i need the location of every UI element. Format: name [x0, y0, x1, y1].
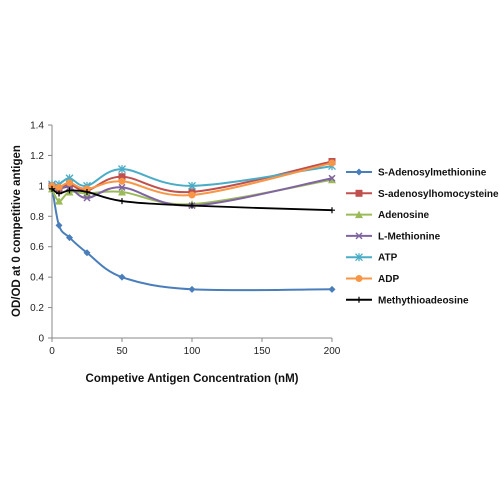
data-point: [66, 187, 73, 194]
data-point: [55, 197, 63, 205]
legend-item: ATP: [346, 253, 398, 264]
series-6: [48, 159, 336, 199]
legend-label: Adenosine: [378, 210, 430, 221]
y-tick-label: 0.6: [30, 242, 44, 253]
series-layer: [48, 158, 336, 293]
legend-swatch-marker: [355, 210, 363, 219]
y-ticks: 0 0.2 0.4 0.6 0.8 1 1.2 1.4: [30, 121, 52, 345]
data-point: [83, 249, 91, 257]
data-point: [66, 179, 73, 187]
data-point: [118, 173, 126, 181]
y-tick-label: 0.8: [30, 212, 44, 223]
data-point: [56, 190, 62, 197]
data-point: [55, 183, 63, 191]
data-point: [188, 285, 196, 293]
legend-label: L-Methionine: [378, 231, 441, 242]
data-point: [55, 221, 63, 229]
data-point: [83, 194, 91, 202]
data-point: [118, 187, 126, 196]
x-axis-title: Competive Antigen Concentration (nM): [86, 373, 299, 385]
y-axis-title: OD/OD at 0 competitive antigen: [11, 145, 23, 317]
data-point: [188, 191, 196, 199]
legend: S-Adenosylmethionine S-adenosylhomocystei…: [346, 168, 499, 306]
y-tick-label: 1: [38, 181, 44, 192]
legend-label: S-Adenosylmethionine: [378, 168, 487, 179]
data-point: [118, 183, 126, 191]
legend-item: Methythioadeosine: [346, 295, 469, 306]
series-5: [48, 162, 336, 190]
legend-label: ATP: [378, 253, 398, 264]
x-tick-label: 200: [324, 346, 341, 357]
x-tick-label: 150: [254, 346, 271, 357]
data-point: [118, 177, 126, 185]
data-point: [119, 198, 125, 205]
y-tick-label: 0: [38, 334, 44, 345]
legend-swatch-marker: [356, 296, 362, 303]
legend-swatch-marker: [355, 232, 363, 240]
x-ticks: 0 50 100 150 200: [49, 338, 341, 357]
x-tick-label: 50: [116, 346, 128, 357]
y-tick-label: 0.2: [30, 303, 44, 314]
data-point: [328, 159, 336, 167]
legend-swatch-marker: [355, 168, 363, 176]
legend-item: S-Adenosylmethionine: [346, 168, 487, 179]
legend-item: L-Methionine: [346, 231, 441, 242]
legend-label: S-adenosylhomocysteine: [378, 189, 499, 200]
axes: [51, 125, 332, 339]
data-point: [48, 182, 56, 190]
legend-swatch-marker: [355, 275, 363, 282]
y-tick-label: 0.4: [30, 273, 44, 284]
data-point: [189, 202, 195, 209]
data-point: [328, 174, 336, 182]
data-point: [83, 185, 91, 193]
data-point: [188, 181, 196, 190]
data-point: [329, 207, 335, 214]
series-7: [49, 185, 335, 214]
data-point: [118, 273, 126, 281]
data-point: [66, 234, 73, 242]
data-point: [328, 285, 336, 293]
data-point: [49, 185, 55, 192]
data-point: [328, 175, 336, 184]
series-1: [48, 182, 336, 293]
legend-item: Adenosine: [346, 210, 430, 221]
data-point: [118, 165, 126, 174]
y-tick-label: 1.2: [30, 151, 44, 162]
legend-swatch-marker: [355, 253, 363, 262]
data-point: [84, 188, 90, 195]
legend-label: ADP: [378, 274, 399, 285]
legend-label: Methythioadeosine: [378, 295, 469, 306]
x-tick-label: 100: [184, 346, 201, 357]
legend-item: S-adenosylhomocysteine: [346, 189, 499, 200]
x-tick-label: 0: [49, 346, 55, 357]
legend-item: ADP: [346, 274, 399, 285]
y-tick-label: 1.4: [30, 121, 44, 132]
legend-swatch-marker: [355, 189, 363, 197]
